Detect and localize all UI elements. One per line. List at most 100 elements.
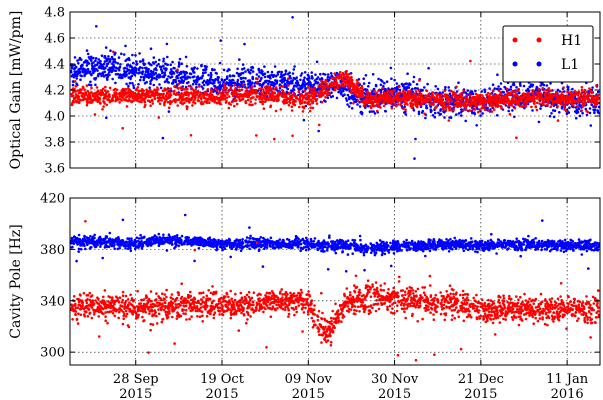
data-point-l1 <box>328 78 331 82</box>
data-point-h1 <box>324 85 327 89</box>
data-point-l1 <box>183 213 187 217</box>
data-point-h1 <box>96 89 100 92</box>
data-point-h1 <box>210 89 213 93</box>
data-point-h1 <box>105 103 109 107</box>
data-point-l1 <box>174 78 177 82</box>
data-point-h1 <box>576 93 580 97</box>
data-point-h1 <box>351 78 354 82</box>
data-point-h1 <box>308 103 312 106</box>
data-point-h1 <box>549 89 553 92</box>
data-point-h1 <box>73 80 77 83</box>
data-point-l1 <box>71 245 74 249</box>
data-point-h1 <box>339 70 342 74</box>
data-point-l1 <box>345 88 349 92</box>
data-point-l1 <box>553 109 557 112</box>
data-point-l1 <box>278 70 281 74</box>
data-point-l1 <box>170 75 174 78</box>
data-point-l1 <box>476 107 479 111</box>
data-point-l1 <box>86 243 89 247</box>
data-point-l1 <box>266 70 270 74</box>
data-point-l1 <box>133 73 137 77</box>
data-point-l1 <box>216 78 220 82</box>
data-point-l1 <box>297 83 301 87</box>
data-point-l1 <box>180 62 183 65</box>
data-point-l1 <box>531 109 534 112</box>
data-point-l1 <box>202 79 206 83</box>
data-point-h1 <box>85 103 89 107</box>
data-point-h1 <box>333 72 337 75</box>
data-point-l1 <box>132 61 135 65</box>
data-point-l1 <box>118 65 122 69</box>
data-point-l1 <box>548 114 552 118</box>
data-point-l1 <box>77 233 81 237</box>
data-point-l1 <box>152 56 156 59</box>
data-point-h1 <box>568 101 571 104</box>
data-point-h1 <box>120 99 123 102</box>
data-point-l1 <box>139 60 142 63</box>
data-point-l1 <box>157 62 160 66</box>
data-point-h1 <box>84 91 88 95</box>
data-point-l1 <box>449 116 453 119</box>
data-point-l1 <box>193 71 196 74</box>
data-point-l1 <box>404 113 408 116</box>
data-point-l1 <box>249 68 253 72</box>
data-point-l1 <box>171 82 175 85</box>
data-point-l1 <box>233 81 237 85</box>
data-point-l1 <box>250 81 254 84</box>
data-point-h1 <box>292 91 296 95</box>
data-point-l1 <box>110 69 114 73</box>
data-point-l1 <box>176 76 179 80</box>
data-point-h1 <box>262 90 265 94</box>
data-point-l1 <box>162 64 165 68</box>
data-point-h1 <box>565 110 568 113</box>
data-point-l1 <box>312 83 316 86</box>
data-point-l1 <box>528 85 532 89</box>
data-point-h1 <box>224 84 227 88</box>
data-point-l1 <box>217 76 220 79</box>
data-point-h1 <box>513 106 517 110</box>
data-point-h1 <box>335 83 339 86</box>
data-point-l1 <box>161 71 164 74</box>
data-point-l1 <box>99 59 102 63</box>
data-point-l1 <box>99 245 102 248</box>
data-point-h1 <box>505 87 509 91</box>
data-point-l1 <box>225 244 229 248</box>
data-point-l1 <box>483 90 487 94</box>
data-point-l1 <box>531 83 535 87</box>
data-point-h1 <box>289 101 292 105</box>
data-point-l1 <box>99 72 102 76</box>
data-point-h1 <box>88 94 92 97</box>
data-point-l1 <box>272 84 276 88</box>
data-point-h1 <box>290 105 294 108</box>
data-point-h1 <box>416 105 419 109</box>
data-point-h1 <box>492 108 496 111</box>
data-point-h1 <box>403 100 406 103</box>
data-point-h1 <box>423 112 427 116</box>
data-point-h1 <box>502 102 506 105</box>
data-point-h1 <box>409 89 412 93</box>
data-point-l1 <box>210 73 213 77</box>
data-point-l1 <box>340 92 343 96</box>
data-point-h1 <box>127 98 131 101</box>
data-point-l1 <box>107 245 111 249</box>
data-point-l1 <box>79 58 83 61</box>
data-point-l1 <box>263 75 267 79</box>
data-point-l1 <box>335 96 339 100</box>
data-point-h1 <box>411 102 415 106</box>
data-point-l1 <box>145 80 148 84</box>
data-point-l1 <box>497 85 500 88</box>
data-point-l1 <box>433 115 437 119</box>
data-point-l1 <box>137 72 140 75</box>
data-point-l1 <box>398 88 402 92</box>
data-point-l1 <box>167 81 170 84</box>
data-point-l1 <box>415 83 419 86</box>
data-point-h1 <box>160 99 163 102</box>
data-point-l1 <box>248 226 251 229</box>
data-point-l1 <box>218 81 222 84</box>
data-point-h1 <box>205 92 209 96</box>
data-point-l1 <box>201 74 204 78</box>
data-point-h1 <box>233 96 237 100</box>
data-point-l1 <box>77 247 81 251</box>
data-point-h1 <box>444 104 447 108</box>
